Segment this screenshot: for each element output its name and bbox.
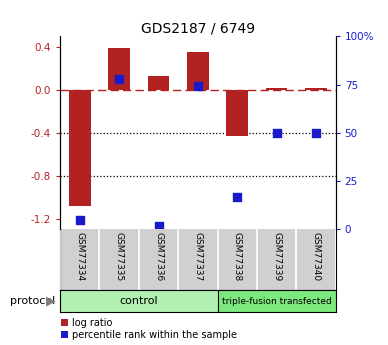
Text: ▶: ▶ [46,295,55,307]
Text: GSM77339: GSM77339 [272,233,281,282]
Text: GSM77337: GSM77337 [193,233,203,282]
Title: GDS2187 / 6749: GDS2187 / 6749 [141,21,255,35]
Text: control: control [120,296,158,306]
Bar [148,76,169,90]
Text: GSM77334: GSM77334 [75,233,84,282]
Text: triple-fusion transfected: triple-fusion transfected [222,296,331,306]
Bar [60,290,218,312]
Bar [227,90,248,136]
Point [77,217,83,223]
Legend: log ratio, percentile rank within the sample: log ratio, percentile rank within the sa… [61,318,237,340]
Text: protocol: protocol [10,296,55,306]
Text: GSM77336: GSM77336 [154,233,163,282]
Point [195,84,201,89]
Bar [305,88,327,90]
Text: GSM77338: GSM77338 [233,233,242,282]
Bar [69,90,91,206]
Text: GSM77340: GSM77340 [312,233,320,282]
Bar [108,48,130,90]
Text: GSM77335: GSM77335 [115,233,124,282]
Bar [218,290,336,312]
Point [156,223,162,228]
Bar [266,88,288,90]
Point [116,76,122,81]
Point [274,130,280,136]
Point [234,194,240,199]
Bar [187,52,209,90]
Point [313,130,319,136]
